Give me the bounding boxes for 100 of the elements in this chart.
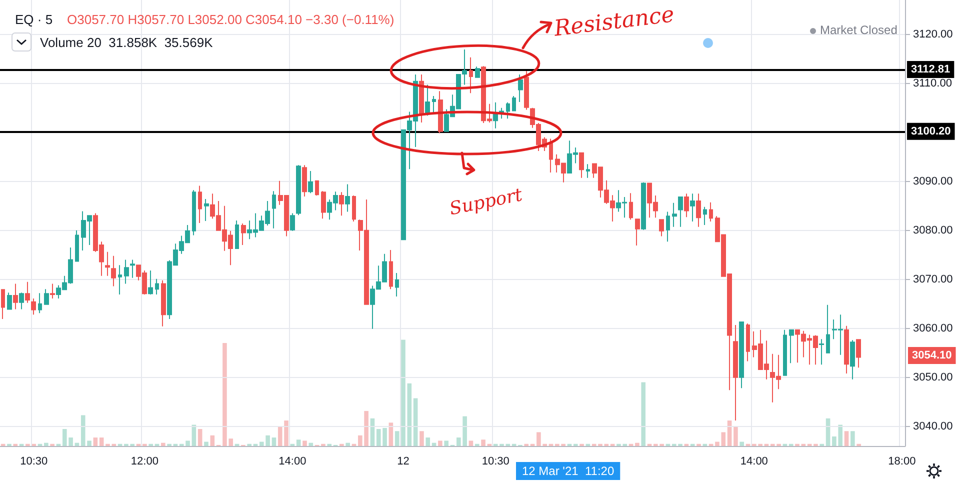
y-tick-label: 3080.00 xyxy=(913,224,953,236)
y-tick-label: 3090.00 xyxy=(913,175,953,188)
candlestick xyxy=(1,288,5,320)
bar xyxy=(444,440,448,446)
annotation: Market Closed xyxy=(820,23,898,37)
candlestick xyxy=(308,170,313,194)
candlestick xyxy=(419,74,424,124)
bar xyxy=(198,429,202,446)
bar xyxy=(438,440,442,446)
candlestick xyxy=(733,324,738,422)
candlestick xyxy=(241,222,246,246)
candlestick xyxy=(549,138,553,174)
candlestick xyxy=(524,70,529,110)
annotation: Volume 20 31.858K 35.569K xyxy=(40,35,214,50)
candlestick xyxy=(148,270,153,296)
candlestick xyxy=(7,292,12,310)
candlestick xyxy=(296,164,301,216)
ref-line-label: 3100.20 xyxy=(911,125,951,138)
annotation: Resistance xyxy=(552,2,676,42)
candlestick xyxy=(438,90,443,134)
y-tick-label: 3040.00 xyxy=(913,420,953,432)
bar xyxy=(641,382,646,446)
bar xyxy=(346,442,350,446)
candlestick xyxy=(629,192,633,220)
text: 3054.10 xyxy=(912,350,952,362)
candlestick xyxy=(512,96,516,112)
bar xyxy=(413,398,418,446)
bar xyxy=(740,442,744,446)
candlestick xyxy=(19,292,24,310)
candlestick xyxy=(703,206,707,226)
candlestick xyxy=(856,339,861,368)
candlestick xyxy=(395,272,399,298)
candlestick xyxy=(666,211,670,242)
candlestick xyxy=(124,259,129,284)
candlestick xyxy=(826,304,830,354)
candlestick xyxy=(290,212,295,232)
bar xyxy=(44,442,48,446)
candlestick xyxy=(678,196,683,228)
bar xyxy=(160,442,166,446)
candlestick xyxy=(75,230,79,262)
candlestick xyxy=(586,164,590,178)
bar xyxy=(296,440,301,446)
candlestick xyxy=(641,182,646,230)
x-tick-label: 12:00 xyxy=(130,456,158,468)
candlestick xyxy=(746,322,750,362)
x-tick-label: 18:00 xyxy=(888,456,916,468)
text: 12 Mar '21 11:20 xyxy=(522,464,614,478)
bar xyxy=(204,442,208,446)
bar xyxy=(407,383,412,446)
bar xyxy=(850,431,855,446)
candlestick xyxy=(118,264,122,296)
bar xyxy=(734,426,738,446)
y-tick-label: 3120.00 xyxy=(913,28,953,40)
candlestick xyxy=(739,321,744,389)
candlestick xyxy=(13,283,18,310)
text: EQ · 5 xyxy=(15,12,53,27)
bar xyxy=(394,431,400,446)
candlestick xyxy=(469,56,473,94)
candlestick xyxy=(192,190,196,236)
bar xyxy=(844,431,849,446)
candlestick xyxy=(352,195,356,222)
candlestick xyxy=(684,193,689,218)
candlestick xyxy=(235,220,239,249)
candlestick xyxy=(783,329,787,376)
candlestick xyxy=(635,218,640,246)
candlestick xyxy=(25,281,30,304)
bar xyxy=(401,340,406,446)
candlestick xyxy=(696,193,701,228)
bar xyxy=(99,438,104,446)
y-tick-label: 3060.00 xyxy=(913,322,953,334)
x-tick-label: 14:00 xyxy=(740,456,768,468)
annotation: Support xyxy=(448,184,525,220)
candlestick xyxy=(690,193,695,222)
candlestick xyxy=(130,259,135,278)
candlestick xyxy=(844,325,849,374)
candlestick xyxy=(475,66,480,78)
bar xyxy=(468,440,474,446)
candlestick xyxy=(579,152,584,178)
text: O3057.70 H3057.70 L3052.00 C3054.10 −3.30 (−0.11%) xyxy=(67,12,394,27)
candlestick xyxy=(321,190,326,220)
candlestick xyxy=(204,198,209,222)
bar xyxy=(635,442,640,446)
candlestick xyxy=(432,96,436,114)
candlestick xyxy=(50,283,55,299)
y-tick-label: 3070.00 xyxy=(913,273,953,286)
x-tick-label: 10:30 xyxy=(20,456,48,468)
ref-line-label: 3112.81 xyxy=(911,64,950,76)
bar xyxy=(308,442,314,446)
candlestick xyxy=(105,251,110,276)
candlestick xyxy=(155,278,159,296)
candlestick xyxy=(389,249,393,290)
candlestick xyxy=(819,338,824,366)
candlestick xyxy=(789,329,794,364)
candlestick xyxy=(38,292,42,314)
bar xyxy=(93,438,98,446)
candlestick xyxy=(672,202,677,228)
bar xyxy=(420,431,424,446)
candlestick xyxy=(31,298,36,316)
candlestick xyxy=(198,185,202,224)
candlestick xyxy=(315,180,319,196)
